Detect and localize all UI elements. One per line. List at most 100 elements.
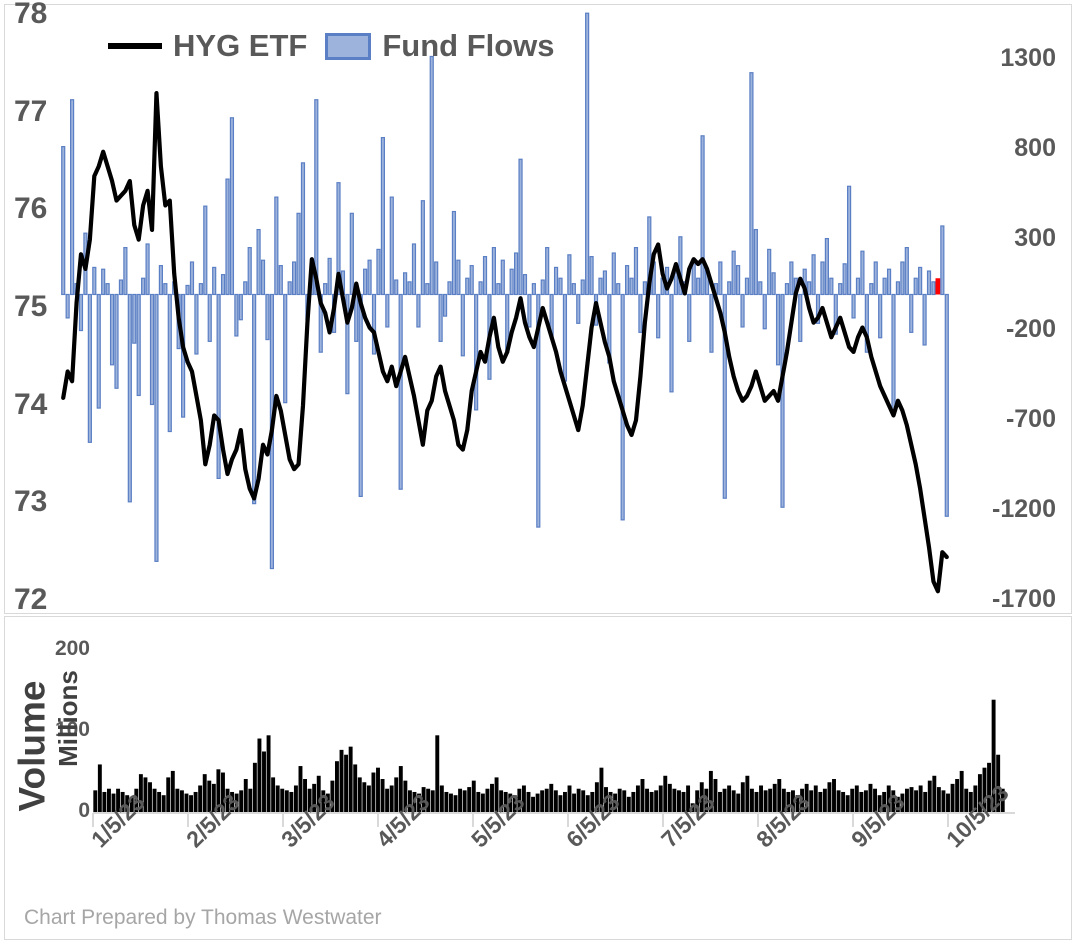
fund-flow-bar xyxy=(882,277,887,296)
volume-bar xyxy=(718,791,722,813)
fund-flow-bar xyxy=(274,196,279,296)
volume-bar xyxy=(107,788,111,813)
volume-bar xyxy=(608,791,613,813)
fund-flow-bar xyxy=(154,293,159,562)
chart-legend: HYG ETF Fund Flows xyxy=(108,28,555,64)
volume-bar xyxy=(503,791,508,813)
volume-axis-tick: 200 xyxy=(54,637,90,661)
fund-flow-bar xyxy=(456,259,461,296)
volume-bar xyxy=(435,735,440,813)
volume-bar xyxy=(271,777,276,813)
volume-bar xyxy=(891,790,896,813)
fund-flow-bar xyxy=(696,277,701,296)
fund-flow-bar xyxy=(731,250,736,296)
volume-bar xyxy=(626,796,631,813)
fund-flow-bar xyxy=(247,247,252,296)
volume-bar xyxy=(161,795,166,813)
fund-flow-bar xyxy=(518,158,523,296)
volume-bar xyxy=(357,777,362,813)
volume-bar xyxy=(909,787,914,813)
volume-bar xyxy=(116,788,121,813)
volume-bar xyxy=(366,785,371,813)
fund-flow-bar xyxy=(323,283,328,296)
volume-bar xyxy=(795,795,800,813)
volume-bar xyxy=(275,785,280,813)
fund-flow-bar-highlight xyxy=(935,278,941,295)
fund-flow-bar xyxy=(194,293,199,355)
volume-bar xyxy=(658,785,663,813)
volume-bar xyxy=(439,785,444,813)
fund-flow-bar xyxy=(141,277,146,296)
volume-bar xyxy=(818,791,823,813)
volume-bar xyxy=(129,796,134,813)
volume-bar xyxy=(179,790,184,813)
volume-bar xyxy=(667,783,672,813)
fund-flow-bar xyxy=(118,279,124,296)
fund-flow-bar xyxy=(638,293,643,333)
flows-axis-tick: -700 xyxy=(1005,404,1056,433)
fund-flow-bar xyxy=(225,178,230,296)
fund-flow-bar xyxy=(864,293,869,353)
fund-flow-bar xyxy=(411,243,417,296)
fund-flow-bar xyxy=(775,293,781,366)
volume-bar xyxy=(321,790,326,813)
volume-bar xyxy=(822,788,827,813)
volume-bar xyxy=(946,793,950,813)
volume-bar xyxy=(125,795,130,813)
volume-bar xyxy=(280,788,285,813)
volume-bar xyxy=(243,779,248,813)
fund-flow-bar xyxy=(398,293,403,490)
volume-bar xyxy=(316,775,321,813)
volume-bar xyxy=(932,775,937,813)
volume-bar xyxy=(572,793,577,813)
volume-bar xyxy=(836,790,841,813)
volume-bar xyxy=(763,790,768,813)
fund-flow-bar xyxy=(478,281,483,296)
fund-flow-bar xyxy=(784,283,790,296)
fund-flow-bar xyxy=(434,261,439,296)
fund-flow-bar xyxy=(132,293,137,344)
fund-flow-bar xyxy=(922,293,927,346)
fund-flow-bar xyxy=(87,293,92,443)
fund-flow-bar xyxy=(687,293,692,342)
volume-bar xyxy=(230,791,235,813)
volume-bar xyxy=(941,790,946,813)
volume-bar xyxy=(325,793,330,813)
volume-bar xyxy=(895,796,900,813)
fund-flow-bar xyxy=(798,293,803,342)
fund-flow-bar xyxy=(229,117,235,296)
fund-flow-bar xyxy=(283,293,288,404)
fund-flow-bar xyxy=(598,277,603,296)
fund-flow-bar xyxy=(491,247,496,296)
volume-bar xyxy=(987,762,991,813)
volume-bar xyxy=(102,791,107,813)
price-axis-tick: 76 xyxy=(14,192,48,226)
volume-bar xyxy=(640,779,645,813)
volume-bar xyxy=(863,790,868,813)
fund-flow-bar xyxy=(527,293,532,328)
volume-bar xyxy=(813,785,818,813)
volume-bar xyxy=(959,770,964,813)
fund-flow-bar xyxy=(451,210,457,296)
volume-bar xyxy=(686,785,691,813)
volume-bar xyxy=(563,791,567,813)
volume-bar xyxy=(585,795,590,813)
volume-bar xyxy=(526,791,531,813)
volume-bar xyxy=(877,795,882,813)
fund-flow-bar xyxy=(145,243,150,296)
fund-flow-bar xyxy=(580,279,585,296)
fund-flow-bar xyxy=(878,293,883,339)
fund-flow-bar xyxy=(92,266,97,296)
fund-flow-bar xyxy=(300,162,306,296)
fund-flow-bar xyxy=(944,293,949,517)
fund-flow-bar xyxy=(469,265,474,296)
volume-bar xyxy=(252,762,257,813)
fund-flow-bar xyxy=(624,265,630,296)
fund-flow-bar xyxy=(740,293,745,328)
volume-bar xyxy=(111,793,116,813)
volume-bar xyxy=(841,791,846,813)
fund-flow-bar xyxy=(589,256,594,296)
volume-bar xyxy=(950,783,955,813)
fund-flow-bar xyxy=(718,261,723,296)
volume-bar xyxy=(444,791,449,813)
